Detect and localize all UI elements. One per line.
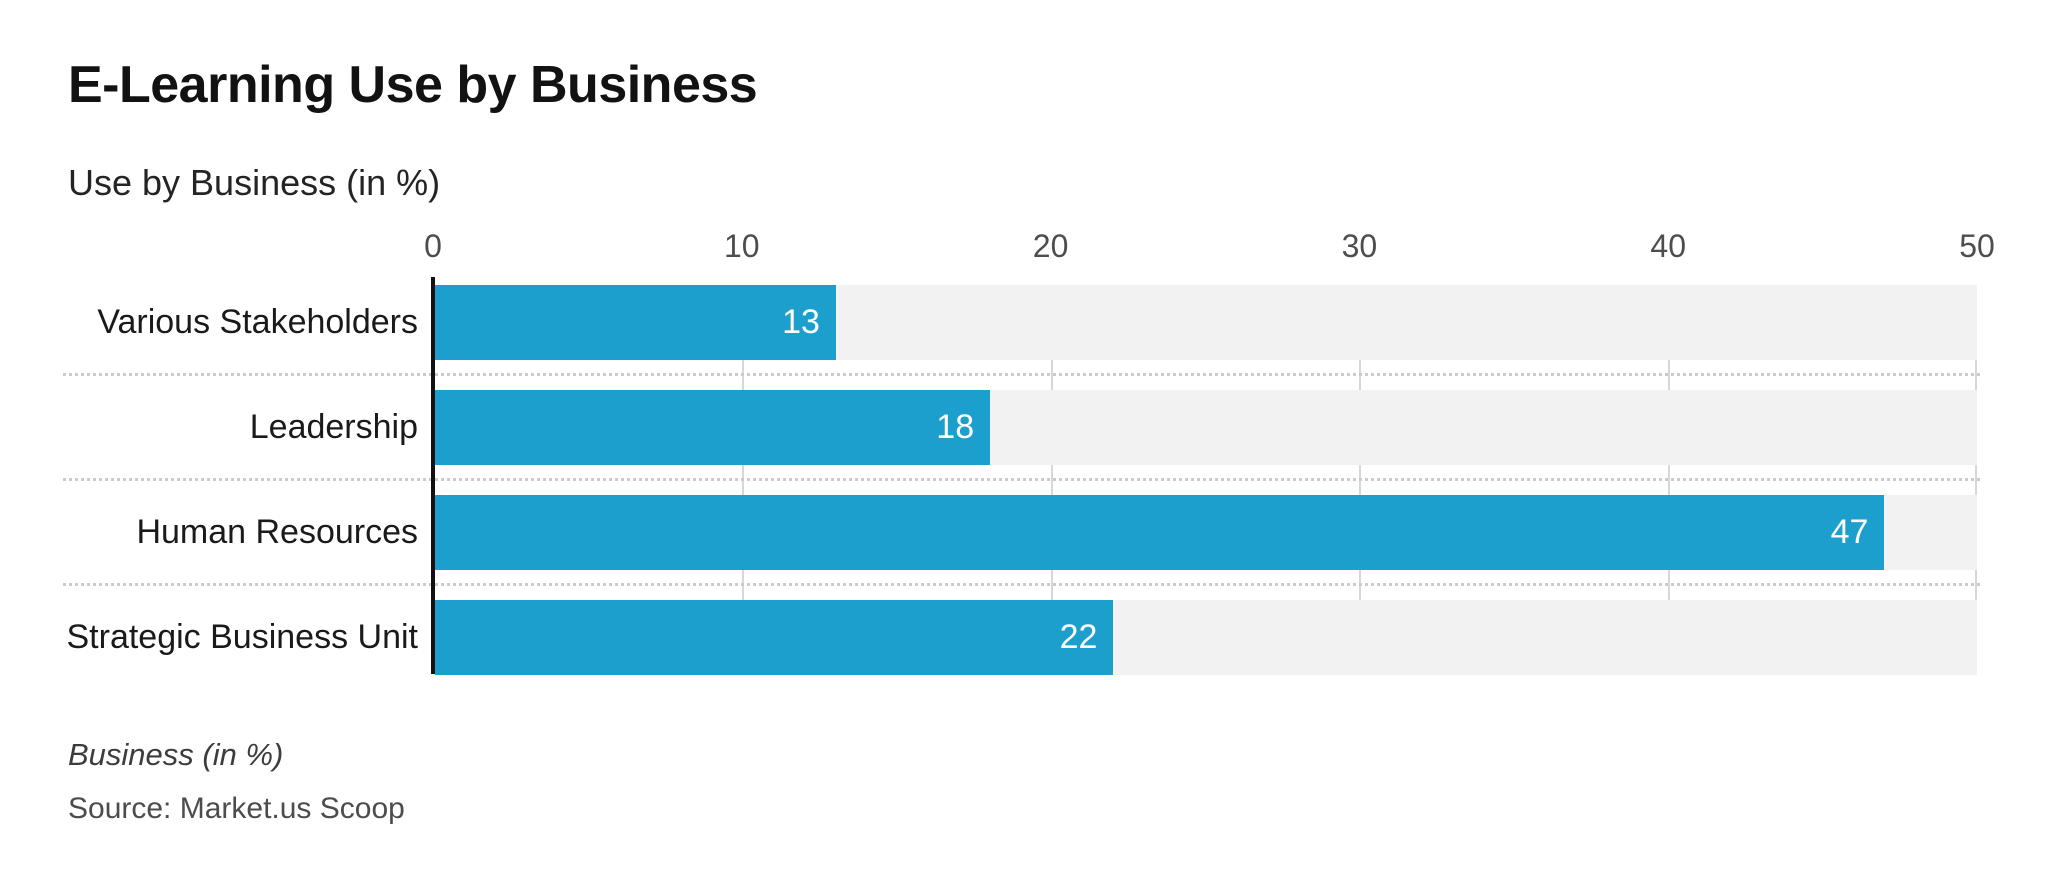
x-axis-tick-20: 20 <box>1032 228 1069 264</box>
x-axis-tick-50: 50 <box>1959 228 1995 264</box>
category-label-leadership: Leadership <box>249 408 418 446</box>
row-separator-3 <box>63 583 1980 586</box>
bar-various-stakeholders: 13 <box>435 285 836 360</box>
x-axis-tick-40: 40 <box>1650 228 1686 264</box>
bar-row-strategic-business-unit: 22 <box>435 600 1977 675</box>
x-axis: 0 10 20 30 40 50 <box>424 228 1995 268</box>
category-label-various-stakeholders: Various Stakeholders <box>97 303 418 341</box>
bar-value-label: 13 <box>782 303 820 341</box>
chart-title: E-Learning Use by Business <box>68 56 758 114</box>
plot-area: 13 18 47 22 <box>435 285 1977 675</box>
x-axis-tick-30: 30 <box>1341 228 1378 264</box>
bar-row-various-stakeholders: 13 <box>435 285 1977 360</box>
footer-source: Source: Market.us Scoop <box>68 792 405 825</box>
bar-human-resources: 47 <box>435 495 1885 570</box>
row-separator-1 <box>63 373 1980 376</box>
row-separator-2 <box>63 478 1980 481</box>
x-axis-tick-0: 0 <box>424 228 442 264</box>
bar-row-human-resources: 47 <box>435 495 1977 570</box>
chart-subtitle: Use by Business (in %) <box>68 162 441 203</box>
bar-value-label: 18 <box>936 408 975 446</box>
category-label-strategic-business-unit: Strategic Business Unit <box>66 618 419 656</box>
footer-note: Business (in %) <box>68 737 284 772</box>
bar-value-label: 47 <box>1830 513 1869 551</box>
x-axis-tick-10: 10 <box>724 228 760 264</box>
bar-row-leadership: 18 <box>435 390 1977 465</box>
category-label-human-resources: Human Resources <box>136 513 418 551</box>
bar-strategic-business-unit: 22 <box>435 600 1114 675</box>
y-axis-line <box>431 277 435 674</box>
bar-leadership: 18 <box>435 390 991 465</box>
bar-value-label: 22 <box>1059 618 1098 656</box>
